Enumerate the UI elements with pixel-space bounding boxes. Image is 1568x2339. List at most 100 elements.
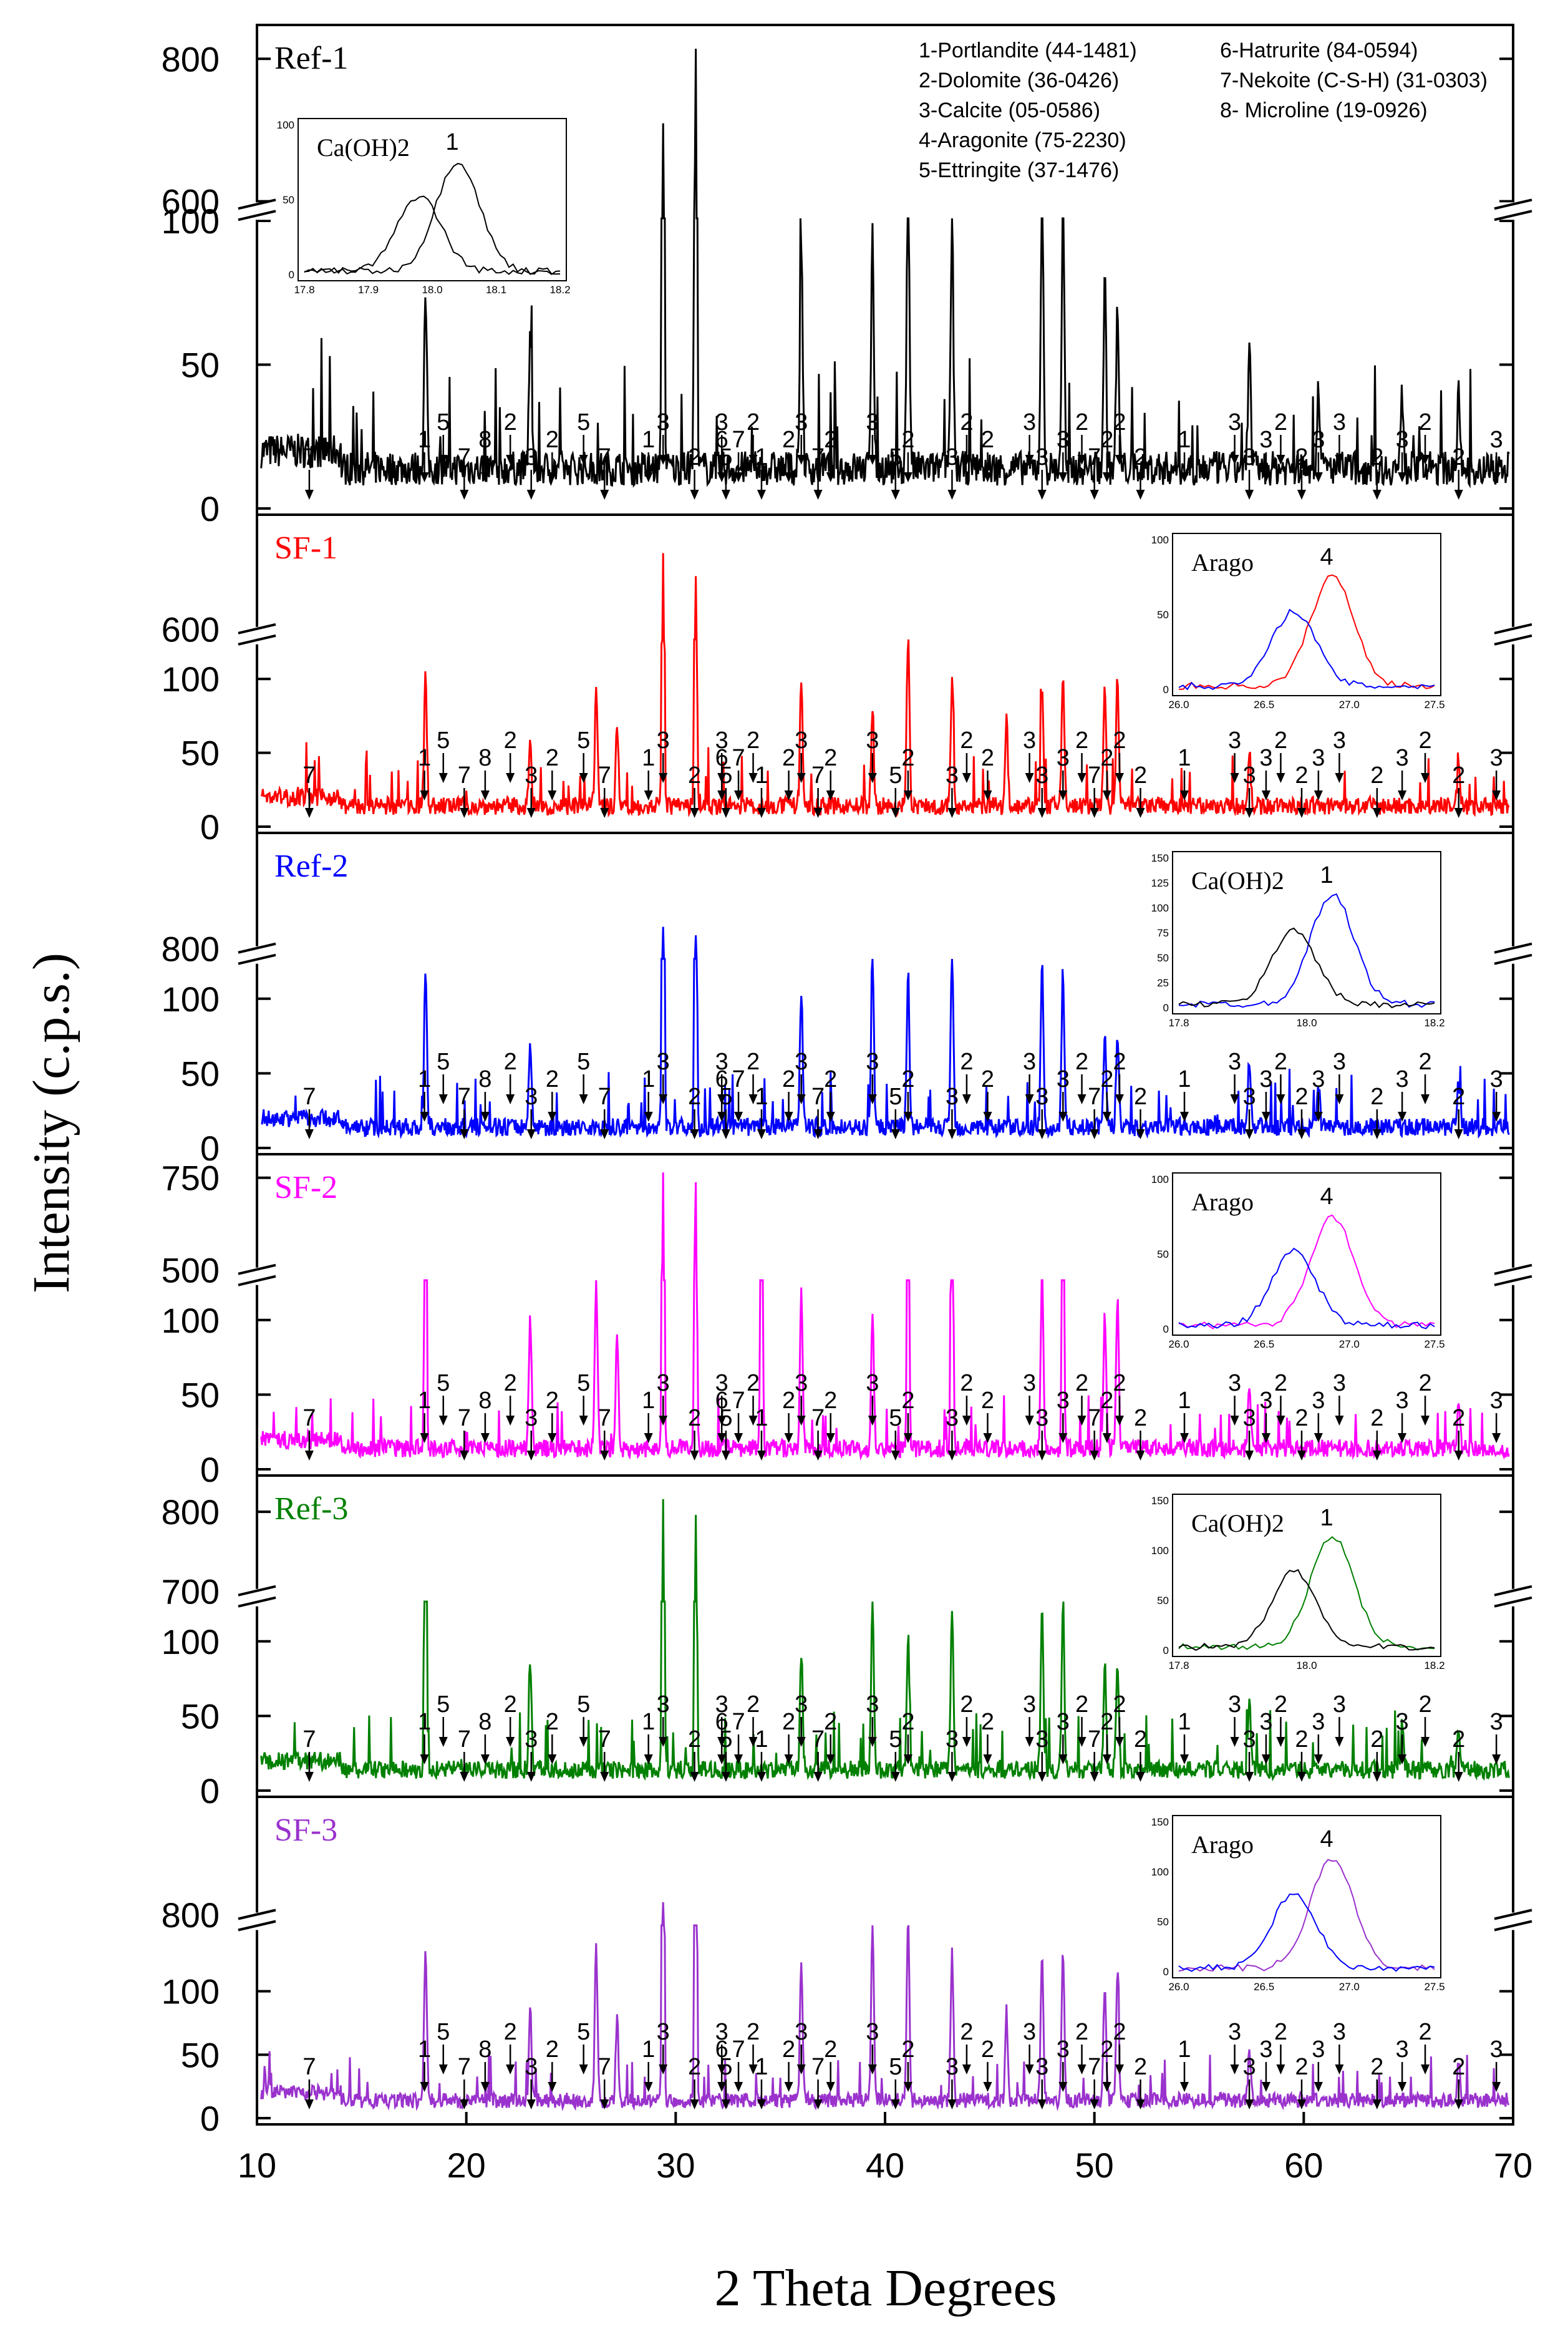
inset-y-tick: 100 (1151, 1174, 1169, 1185)
peak-label: 2 (960, 1691, 973, 1718)
y-tick-label: 800 (162, 1492, 220, 1532)
peak-label: 2 (504, 727, 517, 754)
peak-arrowhead (1492, 472, 1501, 482)
peak-label: 1 (755, 2054, 768, 2080)
peak-label: 1 (642, 745, 655, 771)
peak-arrowhead (1136, 2099, 1145, 2109)
peak-arrowhead (813, 2099, 823, 2109)
peak-label: 3 (1312, 745, 1325, 771)
x-axis-ticks: 10 20 30 40 50 60 70 (238, 2112, 1532, 2185)
peak-arrowhead (644, 472, 653, 482)
peak-arrowhead (868, 2064, 877, 2074)
peak-arrowhead (796, 2064, 806, 2074)
peak-label: 5 (577, 1691, 590, 1718)
peak-arrowhead (962, 1737, 971, 1747)
peak-label: 3 (1035, 1726, 1048, 1753)
y-tick-label: 100 (162, 659, 220, 699)
peak-arrowhead (1136, 490, 1145, 500)
inset-frame (1172, 1172, 1441, 1336)
axis-break-mark (1494, 1585, 1532, 1597)
peak-arrowhead (548, 790, 557, 800)
inset-peak-label: 4 (1320, 1826, 1333, 1852)
peak-arrowhead (1180, 1112, 1189, 1122)
peak-label: 3 (946, 2054, 959, 2080)
inset-x-tick: 27.0 (1339, 1338, 1360, 1350)
peak-arrowhead (983, 472, 992, 482)
peak-label: 5 (577, 1049, 590, 1075)
peak-label: 7 (732, 1709, 745, 1735)
peak-label: 7 (598, 2054, 611, 2080)
peak-label: 3 (1490, 1709, 1503, 1735)
peak-label: 3 (657, 1691, 670, 1718)
peak-label: 3 (1242, 2054, 1256, 2080)
peak-arrowhead (1037, 1451, 1047, 1461)
peak-arrowhead (1180, 1433, 1189, 1443)
legend-entry: 7-Nekoite (C-S-H) (31-0303) (1220, 69, 1488, 92)
inset-series-line (304, 195, 561, 275)
peak-arrowhead (1454, 2099, 1463, 2109)
peak-label: 2 (504, 2019, 517, 2045)
panel-sf-1: 600100500SF-1715782325713263572123723522… (162, 513, 1532, 847)
peak-arrowhead (1090, 808, 1099, 818)
inset-x-tick: 26.0 (1168, 1981, 1189, 1993)
peak-label: 2 (1370, 2054, 1383, 2080)
peak-label: 2 (1274, 1049, 1287, 1075)
peak-label: 3 (1242, 1084, 1256, 1110)
peak-arrowhead (717, 1416, 727, 1426)
peak-arrowhead (600, 1772, 609, 1782)
peak-label: 3 (1490, 427, 1503, 453)
x-axis-title: 2 Theta Degrees (715, 2259, 1057, 2317)
axis-break-mark (1494, 623, 1532, 635)
peak-label: 3 (866, 409, 879, 435)
peak-arrowhead (1115, 455, 1124, 465)
y-tick-label: 800 (162, 1895, 220, 1935)
peak-label: 7 (811, 444, 825, 470)
peak-arrowhead (826, 1433, 835, 1443)
peak-arrowhead (1245, 1451, 1254, 1461)
peak-arrowhead (721, 490, 730, 500)
peak-arrowhead (1245, 1129, 1254, 1139)
axis-break-mark (238, 1596, 276, 1608)
peak-label: 2 (504, 1370, 517, 1396)
peak-arrowhead (717, 1737, 727, 1747)
peak-label: 2 (960, 1049, 973, 1075)
inset-aragonite: Arago 4 26.0 26.5 27.0 27.5 100 50 0 (1151, 1172, 1445, 1350)
peak-label: 7 (458, 1084, 471, 1110)
peak-arrowhead (903, 1112, 912, 1122)
inset-y-tick: 150 (1151, 1495, 1169, 1507)
peak-label: 2 (1418, 1049, 1431, 1075)
peak-label: 2 (782, 1066, 795, 1092)
peak-arrowhead (734, 1433, 743, 1443)
inset-x-tick: 26.5 (1254, 1981, 1274, 1993)
peak-label: 3 (866, 1691, 879, 1718)
peak-arrowhead (304, 2099, 314, 2109)
peak-arrowhead (1492, 1433, 1501, 1443)
peak-label: 3 (1057, 745, 1070, 771)
peak-label: 2 (824, 1066, 837, 1092)
peak-arrowhead (1261, 1112, 1270, 1122)
peak-arrowhead (947, 490, 957, 500)
inset-x-tick: 17.8 (294, 284, 314, 296)
peak-label: 5 (719, 444, 732, 470)
inset-title: Arago (1191, 1831, 1254, 1859)
legend-entry: 1-Portlandite (44-1481) (919, 39, 1137, 62)
x-tick-label: 40 (866, 2146, 904, 2185)
peak-label: 2 (981, 1388, 994, 1414)
peak-arrowhead (526, 2099, 536, 2109)
panel-sf-2: 750500100500SF-2715782325713263572123723… (162, 1153, 1532, 1489)
peak-arrowhead (1077, 1737, 1086, 1747)
inset-frame (1172, 533, 1441, 696)
peak-label: 7 (302, 444, 316, 470)
peak-arrowhead (813, 1772, 823, 1782)
peak-arrowhead (784, 472, 793, 482)
peak-arrowhead (1276, 455, 1285, 465)
y-tick-label: 0 (200, 489, 220, 528)
peak-arrowhead (659, 773, 668, 783)
peak-label: 2 (546, 427, 559, 453)
peak-label: 2 (546, 1709, 559, 1735)
peak-arrowhead (420, 472, 429, 482)
peak-arrowhead (1037, 1129, 1047, 1139)
peak-label: 7 (811, 1405, 825, 1431)
peak-arrowhead (1276, 1094, 1285, 1104)
peak-label: 2 (1075, 2019, 1088, 2045)
